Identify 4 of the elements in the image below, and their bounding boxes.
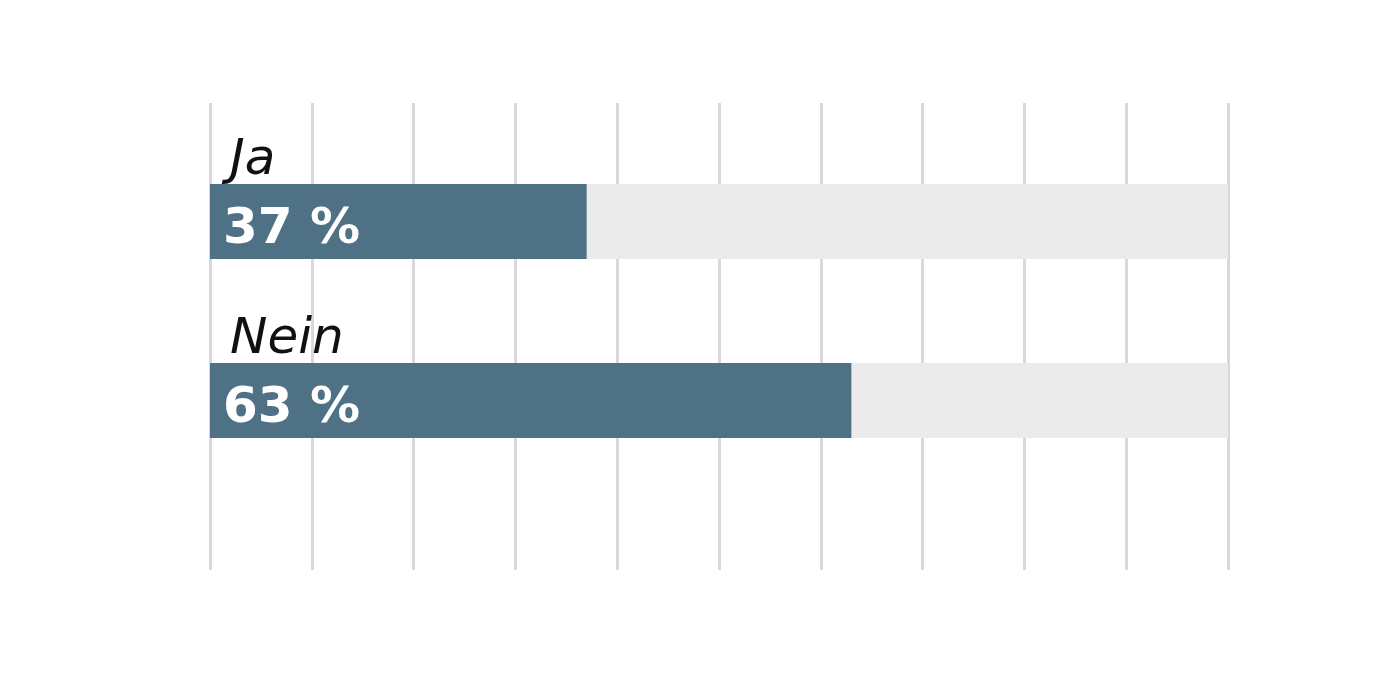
- y-tick-label: Nein: [230, 306, 344, 365]
- data-label: 37 %: [223, 196, 361, 255]
- y-tick-label: Ja: [221, 127, 276, 186]
- data-label: 63 %: [223, 375, 361, 434]
